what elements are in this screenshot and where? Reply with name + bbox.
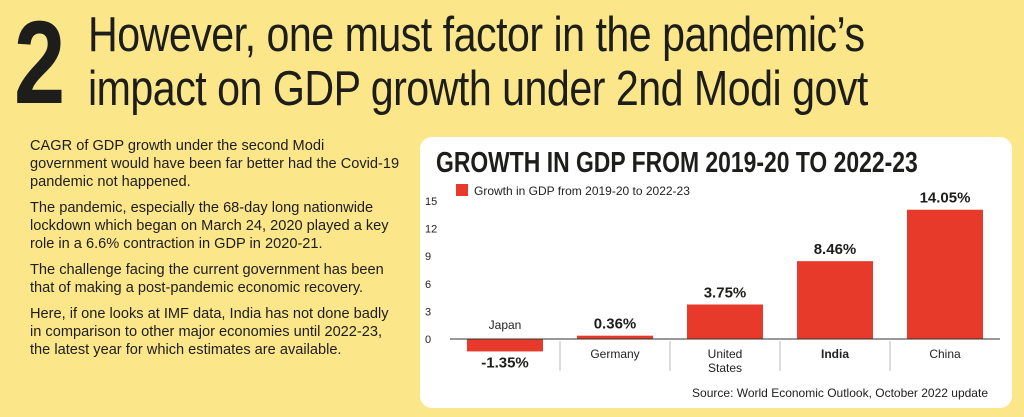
value-label: 14.05% <box>920 190 971 207</box>
headline-line-1: However, one must factor in the pandemic… <box>88 8 865 62</box>
paragraph-4: Here, if one looks at IMF data, India ha… <box>30 306 389 358</box>
chart-title: GROWTH IN GDP FROM 2019-20 TO 2022-23 <box>436 147 918 179</box>
y-tick-label: 15 <box>425 196 437 208</box>
value-label: 8.46% <box>814 241 857 258</box>
chart-card: GROWTH IN GDP FROM 2019-20 TO 2022-23 0 3… <box>420 137 1012 408</box>
category-label: China <box>929 347 961 361</box>
value-label: 0.36% <box>594 316 637 333</box>
bar-united-states <box>687 304 763 339</box>
category-label: United States <box>708 347 743 375</box>
source-note: Source: World Economic Outlook, October … <box>692 386 988 400</box>
section-number: 2 <box>14 0 66 129</box>
bar-india <box>797 261 873 339</box>
legend-label: Growth in GDP from 2019-20 to 2022-23 <box>474 184 690 198</box>
body-text: CAGR of GDP growth under the second Modi… <box>30 137 402 367</box>
y-tick-label: 3 <box>425 306 431 318</box>
y-tick-label: 6 <box>425 279 431 291</box>
category-label: Germany <box>590 347 639 361</box>
headline-line-2: impact on GDP growth under 2nd Modi govt <box>88 62 868 116</box>
paragraph-3: The challenge facing the current governm… <box>30 262 384 296</box>
category-label: Japan <box>489 318 522 332</box>
bar-japan <box>467 339 543 352</box>
y-tick-label: 9 <box>425 251 431 263</box>
value-label: -1.35% <box>481 354 529 371</box>
value-label: 3.75% <box>704 285 747 302</box>
paragraph-1: CAGR of GDP growth under the second Modi… <box>30 138 400 190</box>
y-tick-label: 12 <box>425 224 437 236</box>
legend-swatch <box>456 184 468 196</box>
bar-germany <box>577 335 653 339</box>
category-label: India <box>821 347 849 361</box>
bar-chart: 0 3 6 9 12 15 Growth in GDP from 2019-20 to 20… <box>425 184 1000 375</box>
y-tick-label: 0 <box>425 334 431 346</box>
bar-china <box>907 209 983 339</box>
headline: However, one must factor in the pandemic… <box>88 8 1013 116</box>
paragraph-2: The pandemic, especially the 68-day long… <box>30 200 389 252</box>
